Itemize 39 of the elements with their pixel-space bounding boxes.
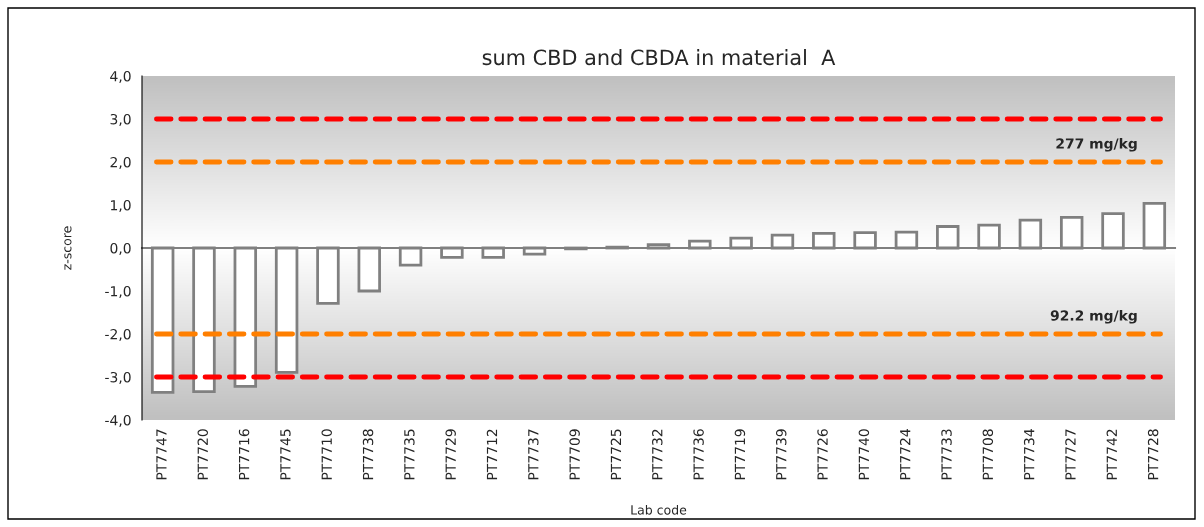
y-tick-label: 2,0 [110,156,131,169]
x-tick-label: PT7710 [321,429,332,480]
x-tick-label: PT7737 [528,429,539,480]
chart-title: sum CBD and CBDA in material A [482,49,836,66]
x-tick-label: PT7738 [362,429,374,480]
x-tick-label: PT7716 [238,429,250,480]
x-tick-label: PT7719 [734,429,746,480]
x-tick-label: PT7735 [404,429,415,480]
y-tick-label: -2,0 [105,328,131,341]
x-tick-label: PT7733 [941,429,952,480]
y-tick-label: 1,0 [111,199,131,212]
y-axis-title: z-score [64,226,72,270]
y-tick-label: -4,0 [105,414,131,427]
x-tick-label: PT7726 [817,429,828,480]
x-tick-label: PT7712 [486,429,498,480]
x-tick-label: PT7734 [1023,429,1035,480]
x-tick-label: PT7747 [156,429,167,480]
x-tick-label: PT7727 [1065,429,1076,480]
x-tick-label: PT7739 [775,429,787,480]
x-tick-label: PT7725 [610,429,622,480]
x-tick-label: PT7740 [858,429,870,480]
x-tick-label: PT7736 [693,429,704,480]
x-tick-label: PT7729 [445,429,456,480]
x-tick-label: PT7708 [982,429,994,480]
x-tick-label: PT7728 [1147,429,1159,480]
x-tick-label: PT7742 [1106,429,1117,480]
y-tick-label: 3,0 [110,113,131,126]
x-tick-label: PT7745 [280,429,291,480]
ref-line-label: 277 mg/kg [1056,138,1137,152]
x-axis-title: Lab code [631,504,687,515]
x-tick-label: PT7709 [569,429,580,480]
ref-line-label: 92.2 mg/kg [1050,310,1137,324]
y-tick-label: -1,0 [105,285,131,298]
x-tick-label: PT7720 [197,429,209,480]
y-tick-label: -3,0 [105,371,131,384]
x-tick-label: PT7732 [652,429,663,480]
x-tick-label: PT7724 [899,429,911,480]
y-tick-label: 0,0 [110,242,131,255]
y-tick-label: 4,0 [110,70,131,83]
